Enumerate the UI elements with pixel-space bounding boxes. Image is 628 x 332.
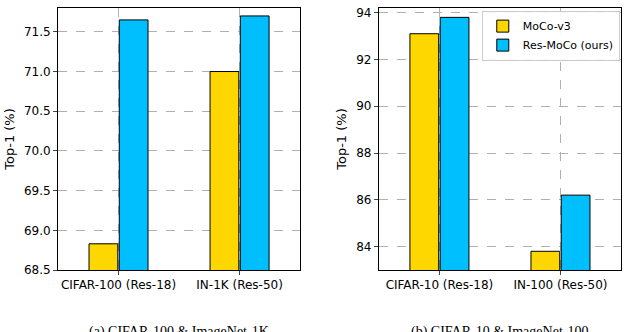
svg-text:86: 86 [356,193,371,207]
svg-text:Res-MoCo (ours): Res-MoCo (ours) [523,39,613,52]
svg-text:71.0: 71.0 [24,65,51,79]
svg-text:94: 94 [356,6,371,20]
svg-text:IN-100 (Res-50): IN-100 (Res-50) [513,278,607,292]
svg-text:MoCo-v3: MoCo-v3 [523,20,571,33]
svg-text:90: 90 [356,99,371,113]
svg-text:(a) CIFAR-100 & ImageNet-1K: (a) CIFAR-100 & ImageNet-1K [89,324,269,332]
svg-text:(b) CIFAR-10 & ImageNet-100: (b) CIFAR-10 & ImageNet-100 [411,324,588,332]
svg-text:70.0: 70.0 [24,144,51,158]
svg-text:CIFAR-10 (Res-18): CIFAR-10 (Res-18) [386,278,494,292]
svg-text:CIFAR-100 (Res-18): CIFAR-100 (Res-18) [61,278,176,292]
svg-text:Top-1 (%): Top-1 (%) [334,108,349,171]
svg-text:84: 84 [356,240,371,254]
svg-text:69.5: 69.5 [24,184,51,198]
svg-text:Top-1 (%): Top-1 (%) [2,108,17,171]
svg-text:92: 92 [356,53,371,67]
svg-text:69.0: 69.0 [24,224,51,238]
svg-text:70.5: 70.5 [24,104,51,118]
svg-text:68.5: 68.5 [24,263,51,277]
svg-text:88: 88 [356,146,371,160]
svg-text:71.5: 71.5 [24,25,51,39]
svg-text:IN-1K (Res-50): IN-1K (Res-50) [196,278,283,292]
